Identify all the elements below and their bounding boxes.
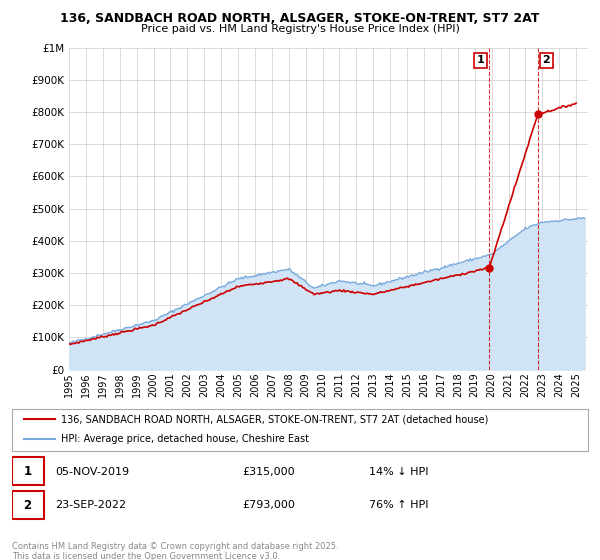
Text: 1: 1 (23, 465, 32, 478)
Text: £793,000: £793,000 (242, 500, 295, 510)
Text: 23-SEP-2022: 23-SEP-2022 (55, 500, 127, 510)
FancyBboxPatch shape (12, 409, 588, 451)
Text: 14% ↓ HPI: 14% ↓ HPI (369, 466, 428, 477)
Text: 05-NOV-2019: 05-NOV-2019 (55, 466, 130, 477)
Text: Price paid vs. HM Land Registry's House Price Index (HPI): Price paid vs. HM Land Registry's House … (140, 24, 460, 34)
Text: 2: 2 (542, 55, 550, 66)
FancyBboxPatch shape (12, 491, 44, 519)
Text: Contains HM Land Registry data © Crown copyright and database right 2025.
This d: Contains HM Land Registry data © Crown c… (12, 542, 338, 560)
Text: £315,000: £315,000 (242, 466, 295, 477)
Text: 76% ↑ HPI: 76% ↑ HPI (369, 500, 428, 510)
Text: HPI: Average price, detached house, Cheshire East: HPI: Average price, detached house, Ches… (61, 434, 309, 444)
Text: 136, SANDBACH ROAD NORTH, ALSAGER, STOKE-ON-TRENT, ST7 2AT: 136, SANDBACH ROAD NORTH, ALSAGER, STOKE… (61, 12, 539, 25)
Text: 136, SANDBACH ROAD NORTH, ALSAGER, STOKE-ON-TRENT, ST7 2AT (detached house): 136, SANDBACH ROAD NORTH, ALSAGER, STOKE… (61, 414, 488, 424)
FancyBboxPatch shape (12, 458, 44, 485)
Text: 2: 2 (23, 498, 32, 512)
Text: 1: 1 (477, 55, 485, 66)
